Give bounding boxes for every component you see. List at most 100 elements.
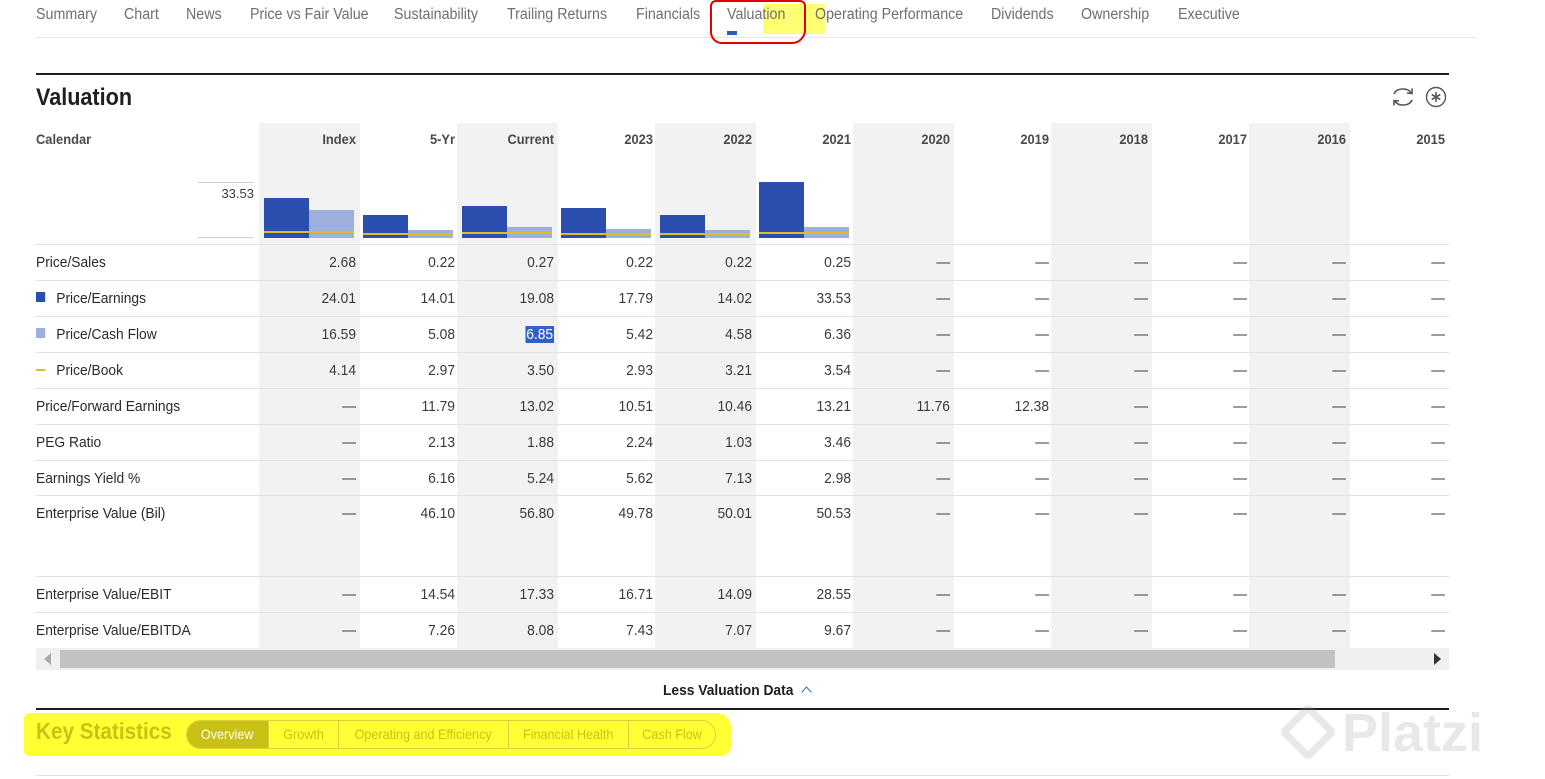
cell-value: — — [1233, 362, 1247, 379]
scroll-left-arrow-icon[interactable] — [44, 653, 51, 665]
table-cell: — — [1362, 290, 1445, 307]
cell-value: — — [1233, 290, 1247, 307]
cell-value: — — [1332, 362, 1346, 379]
cell-value: 6.36 — [824, 326, 851, 343]
tab-news[interactable]: News — [186, 6, 222, 23]
table-cell: — — [1362, 505, 1445, 522]
cell-value: 10.46 — [717, 398, 752, 415]
cell-value: — — [1134, 398, 1148, 415]
row-divider — [36, 495, 1449, 496]
cell-value: — — [1332, 622, 1346, 639]
cell-value: — — [1233, 622, 1247, 639]
cell-value: — — [936, 290, 950, 307]
cell-value: 56.80 — [519, 505, 554, 522]
row-divider — [36, 424, 1449, 425]
row-label-text: Enterprise Value/EBITDA — [36, 622, 191, 639]
cell-value: 16.71 — [618, 586, 653, 603]
table-cell: 14.54 — [372, 586, 455, 603]
tab-overview[interactable]: Overview — [187, 721, 268, 748]
table-cell: — — [1164, 398, 1247, 415]
table-cell: 0.25 — [768, 254, 851, 271]
cell-value: — — [342, 470, 356, 487]
cell-value: — — [1431, 290, 1445, 307]
table-cell: 46.10 — [372, 505, 455, 522]
table-cell: — — [1362, 622, 1445, 639]
active-tab-indicator — [727, 31, 737, 35]
table-cell: — — [1065, 290, 1148, 307]
tab-valuation[interactable]: Valuation — [727, 6, 786, 23]
refresh-icon[interactable] — [1391, 86, 1415, 108]
table-cell: — — [1263, 398, 1346, 415]
cell-value: 0.22 — [428, 254, 455, 271]
table-cell: — — [966, 362, 1049, 379]
row-label: Price/Book — [36, 362, 123, 379]
less-valuation-data-toggle[interactable]: Less Valuation Data — [663, 682, 812, 699]
cell-value: 14.54 — [420, 586, 455, 603]
cell-value: — — [1431, 254, 1445, 271]
cell-value: 0.22 — [725, 254, 752, 271]
table-cell: 6.85 — [471, 326, 554, 343]
chevron-up-icon — [801, 686, 812, 698]
table-cell: 1.03 — [669, 434, 752, 451]
table-cell: 49.78 — [570, 505, 653, 522]
table-cell: 3.50 — [471, 362, 554, 379]
asterisk-circle-icon[interactable] — [1425, 86, 1447, 108]
tab-cash-flow[interactable]: Cash Flow — [628, 721, 716, 748]
table-cell: — — [1164, 622, 1247, 639]
row-divider — [36, 576, 1449, 577]
cell-value: — — [1134, 470, 1148, 487]
row-label: Price/Earnings — [36, 290, 146, 307]
tab-dividends[interactable]: Dividends — [991, 6, 1054, 23]
table-cell: 14.09 — [669, 586, 752, 603]
tab-financial-health[interactable]: Financial Health — [508, 721, 628, 748]
table-cell: — — [867, 362, 950, 379]
tab-summary[interactable]: Summary — [36, 6, 98, 23]
table-cell: — — [966, 622, 1049, 639]
table-cell: — — [867, 470, 950, 487]
table-cell: 5.24 — [471, 470, 554, 487]
table-cell: 17.79 — [570, 290, 653, 307]
table-cell: — — [273, 434, 356, 451]
cell-value: — — [1134, 326, 1148, 343]
row-divider — [36, 244, 1449, 245]
column-header: 2020 — [921, 131, 950, 147]
tab-price-vs-fair-value[interactable]: Price vs Fair Value — [250, 6, 369, 23]
tab-financials[interactable]: Financials — [636, 6, 701, 23]
table-cell: — — [1263, 434, 1346, 451]
table-cell: — — [1065, 326, 1148, 343]
cell-value: 5.42 — [626, 326, 653, 343]
column-header: 2019 — [1020, 131, 1049, 147]
table-cell: — — [1164, 290, 1247, 307]
table-cell: — — [867, 290, 950, 307]
cell-value: — — [1431, 362, 1445, 379]
cell-value: — — [342, 434, 356, 451]
table-cell: — — [966, 290, 1049, 307]
scroll-right-arrow-icon[interactable] — [1434, 653, 1441, 665]
tab-chart[interactable]: Chart — [124, 6, 159, 23]
table-cell: — — [1362, 326, 1445, 343]
cell-value: 17.79 — [618, 290, 653, 307]
tab-trailing-returns[interactable]: Trailing Returns — [507, 6, 608, 23]
table-cell: — — [966, 505, 1049, 522]
table-cell: 14.02 — [669, 290, 752, 307]
horizontal-scrollbar[interactable] — [36, 648, 1449, 670]
tab-operating-and-efficiency[interactable]: Operating and Efficiency — [338, 721, 508, 748]
table-cell: — — [1164, 362, 1247, 379]
table-cell: 3.46 — [768, 434, 851, 451]
tab-executive[interactable]: Executive — [1178, 6, 1240, 23]
tab-operating-performance[interactable]: Operating Performance — [815, 6, 964, 23]
column-header: 5-Yr — [429, 131, 455, 147]
tab-growth[interactable]: Growth — [268, 721, 338, 748]
cell-value: — — [1332, 586, 1346, 603]
tab-sustainability[interactable]: Sustainability — [394, 6, 479, 23]
table-cell: 14.01 — [372, 290, 455, 307]
tab-ownership[interactable]: Ownership — [1081, 6, 1150, 23]
scrollbar-thumb[interactable] — [60, 650, 1335, 668]
tab-label: Overview — [201, 726, 254, 742]
cell-value: — — [1035, 470, 1049, 487]
table-cell: 11.79 — [372, 398, 455, 415]
table-cell: — — [1065, 362, 1148, 379]
table-cell: — — [1065, 470, 1148, 487]
cell-value: — — [1233, 586, 1247, 603]
cell-value: — — [1035, 362, 1049, 379]
